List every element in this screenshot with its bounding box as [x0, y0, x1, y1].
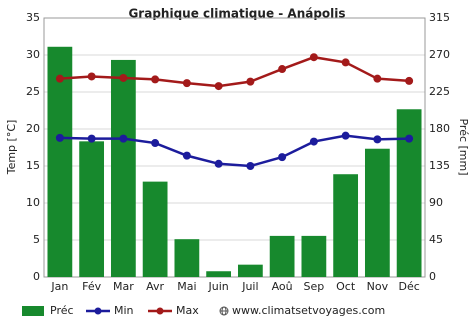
temp-marker [278, 153, 287, 162]
y-tick-label: 35 [26, 11, 40, 24]
temp-marker [151, 139, 160, 148]
y-tick-label: 10 [26, 196, 40, 209]
y-tick-label: 20 [26, 122, 40, 135]
temp-line [59, 55, 410, 88]
precip-bar [142, 181, 168, 277]
plot-frame [43, 17, 426, 278]
y2-tick-label: 270 [429, 48, 450, 61]
temp-marker [405, 76, 414, 85]
x-tick-label: Aoû [272, 280, 293, 293]
x-tick-label: Mar [113, 280, 134, 293]
globe-icon [219, 306, 229, 316]
precip-bar [333, 174, 359, 277]
x-tick-label: Sep [304, 280, 325, 293]
temp-marker [309, 53, 318, 62]
x-tick-label: Avr [146, 280, 164, 293]
x-tick-label: Oct [336, 280, 356, 293]
y2-tick-label: 315 [429, 11, 450, 24]
temp-marker [341, 58, 350, 67]
y-tick-label: 0 [33, 270, 40, 283]
precip-bar [47, 46, 73, 278]
precip-bar [174, 239, 200, 277]
legend-label: Min [114, 304, 134, 317]
temp-marker [87, 134, 96, 143]
y2-tick-label: 180 [429, 122, 450, 135]
temp-marker [119, 134, 128, 143]
temp-marker [309, 137, 318, 146]
x-tick-label: Fév [82, 280, 101, 293]
legend-label: Préc [50, 304, 74, 317]
temp-line [59, 134, 410, 168]
precip-bar [110, 59, 136, 277]
legend-swatch [156, 307, 164, 315]
legend-label: Max [176, 304, 199, 317]
temp-marker [278, 65, 287, 74]
y2-tick-label: 90 [429, 196, 443, 209]
legend-swatch [22, 306, 44, 316]
y-tick-label: 30 [26, 48, 40, 61]
source-text: www.climatsetvoyages.com [232, 304, 385, 317]
y-tick-label: 25 [26, 85, 40, 98]
temp-marker [246, 162, 255, 170]
precip-bar [301, 235, 327, 277]
temp-marker [182, 79, 191, 88]
x-tick-label: Nov [367, 280, 389, 293]
y2-axis-label: Préc [mm] [457, 118, 470, 175]
y2-tick-label: 135 [429, 159, 450, 172]
precip-bar [364, 148, 390, 277]
temp-marker [373, 74, 382, 83]
y2-tick-label: 225 [429, 85, 450, 98]
x-tick-label: Déc [398, 280, 419, 293]
chart-title: Graphique climatique - Anápolis [128, 7, 345, 21]
y-tick-label: 15 [26, 159, 40, 172]
precip-bar [396, 109, 422, 278]
y2-tick-label: 45 [429, 233, 443, 246]
temp-marker [55, 133, 64, 142]
temp-marker [119, 73, 128, 82]
temp-marker [214, 159, 223, 168]
x-tick-label: Jan [50, 280, 68, 293]
temp-marker [405, 134, 414, 143]
temp-marker [373, 135, 382, 144]
x-tick-label: Juin [208, 280, 229, 293]
temp-marker [87, 72, 96, 81]
temp-marker [55, 74, 64, 83]
precip-bar [269, 235, 295, 277]
precip-bar [237, 264, 263, 277]
temp-marker [151, 75, 160, 84]
y2-tick-label: 0 [429, 270, 436, 283]
temp-marker [214, 82, 223, 91]
legend-swatch [94, 307, 102, 315]
temp-marker [246, 77, 255, 86]
y-tick-label: 5 [33, 233, 40, 246]
y-axis-label: Temp [°C] [5, 120, 18, 176]
temp-marker [341, 131, 350, 140]
temp-marker [182, 151, 191, 160]
precip-bar [206, 271, 232, 277]
x-tick-label: Juil [241, 280, 258, 293]
x-tick-label: Mai [177, 280, 196, 293]
precip-bar [79, 141, 105, 277]
